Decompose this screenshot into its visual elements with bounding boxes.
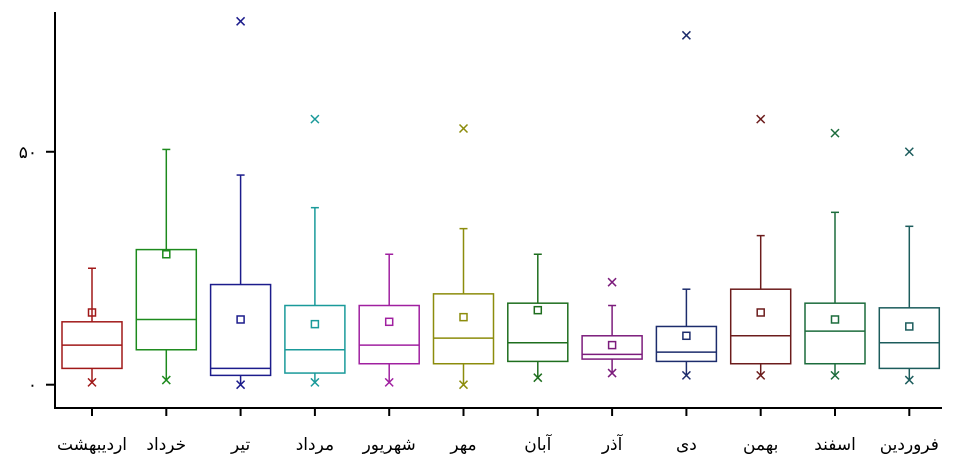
x-tick-label: خرداد [146, 435, 186, 455]
box-1 [61, 267, 123, 387]
x-tick-label: مهر [449, 435, 476, 455]
box-rect [581, 335, 643, 360]
outlier-marker [830, 128, 840, 138]
box-12 [878, 147, 941, 385]
box-rect [507, 302, 569, 363]
box-rect [209, 283, 272, 377]
y-ticks: ۰ ۵۰ [19, 143, 55, 396]
axes [54, 12, 942, 409]
x-tick-label: شهریور [362, 435, 416, 455]
outlier-marker [533, 373, 543, 383]
mean-marker [830, 315, 840, 324]
outlier-marker [681, 30, 691, 40]
mean-marker [905, 322, 914, 331]
outlier-marker [830, 370, 840, 380]
y-tick-label: ۰ [28, 376, 37, 396]
mean-marker [384, 317, 394, 327]
mean-marker [533, 305, 543, 315]
outlier-marker [756, 114, 766, 124]
outlier-marker [904, 147, 914, 157]
mean-marker [682, 331, 691, 341]
x-tick-label: آبان [524, 433, 552, 455]
outlier-marker [236, 380, 246, 390]
box-rect [804, 302, 866, 365]
mean-marker [87, 308, 97, 317]
box-rect [135, 248, 198, 351]
box-rect [284, 304, 346, 374]
box-rect [432, 293, 495, 365]
x-tick-label: اردیبهشت [57, 435, 127, 455]
outlier-marker [607, 368, 617, 378]
x-tick-label: اسفند [814, 435, 856, 455]
mean-marker [459, 312, 468, 322]
x-tick-labels: اردیبهشت خرداد تیر مرداد شهریور مهر آبان آذر دی ب… [57, 408, 939, 455]
outlier-marker [310, 114, 320, 124]
outlier-marker [756, 370, 766, 380]
outlier-marker [681, 370, 691, 380]
outlier-marker [607, 277, 617, 287]
box-rect [358, 304, 420, 365]
mean-marker [756, 308, 765, 317]
x-tick-label: آذر [601, 433, 624, 455]
box-rect [878, 307, 941, 370]
box-10 [729, 114, 792, 380]
x-tick-label: مرداد [296, 435, 334, 455]
outlier-marker [236, 16, 246, 26]
x-tick-label: تیر [230, 435, 251, 455]
box-7 [507, 253, 569, 383]
x-tick-label: بهمن [743, 435, 778, 455]
box-2 [135, 148, 198, 385]
box-8 [581, 277, 643, 378]
y-tick-label: ۵۰ [19, 143, 37, 163]
box-11 [804, 128, 866, 380]
mean-marker [162, 250, 171, 259]
x-tick-label: فروردین [880, 435, 939, 455]
mean-marker [310, 319, 320, 329]
outlier-marker [384, 377, 394, 387]
x-tick-label: دی [676, 435, 697, 455]
box-6 [432, 123, 495, 390]
box-5 [358, 253, 420, 387]
plot-area [61, 16, 941, 390]
outlier-marker [87, 377, 97, 387]
box-rect [655, 325, 718, 363]
outlier-marker [310, 377, 320, 387]
outlier-marker [458, 380, 469, 390]
outlier-marker [904, 375, 914, 385]
box-9 [655, 30, 718, 380]
mean-marker [607, 340, 617, 350]
outlier-marker [458, 123, 469, 134]
box-4 [284, 114, 346, 387]
outlier-marker [161, 375, 171, 385]
box-rect [729, 288, 792, 365]
box-3 [209, 16, 272, 390]
mean-marker [236, 315, 245, 324]
